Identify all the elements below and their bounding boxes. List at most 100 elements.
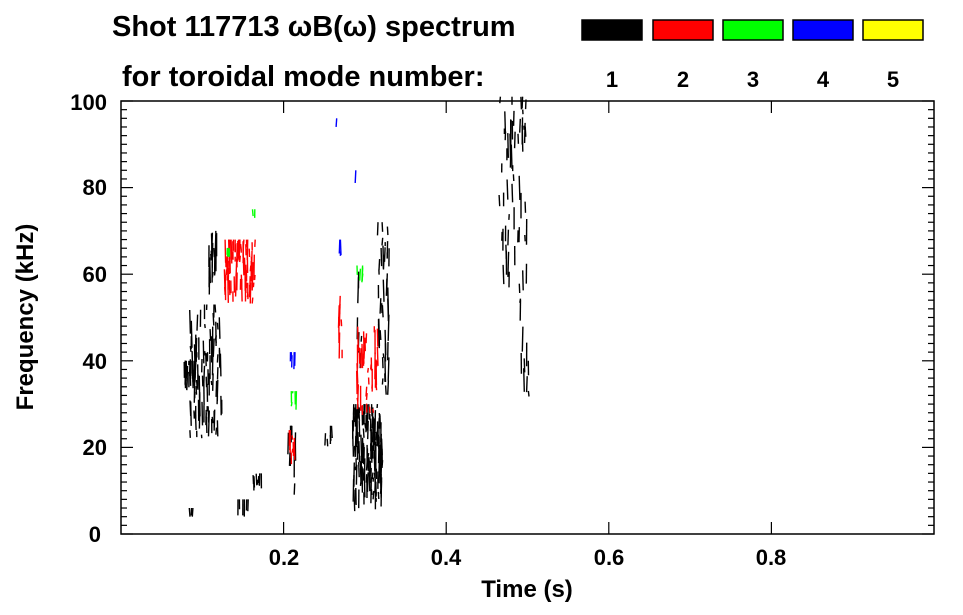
- spectral-streak-mode-1: [358, 441, 361, 463]
- spectral-streak-mode-1: [209, 329, 212, 341]
- spectral-streak-mode-1: [521, 96, 524, 109]
- spectral-streak-mode-1: [520, 96, 523, 110]
- spectral-streak-mode-2: [234, 273, 237, 297]
- spectral-streak-mode-1: [381, 378, 384, 385]
- spectral-streak-mode-1: [288, 451, 291, 466]
- spectral-streak-mode-1: [330, 425, 333, 439]
- spectral-streak-mode-1: [513, 131, 516, 149]
- plot-frame: [120, 100, 935, 535]
- spectral-streak-mode-1: [362, 428, 365, 438]
- spectral-streak-mode-1: [499, 96, 502, 104]
- spectral-streak-mode-1: [219, 353, 222, 377]
- legend: 1 2 3 4 5: [581, 19, 924, 92]
- spectral-streak-mode-1: [194, 360, 197, 375]
- spectral-streak-mode-1: [189, 346, 192, 352]
- spectral-streak-mode-1: [216, 322, 219, 330]
- spectral-streak-mode-1: [362, 468, 365, 481]
- chart-title-line2: for toroidal mode number:: [122, 61, 485, 93]
- spectral-streak-mode-1: [506, 179, 509, 200]
- spectral-streak-mode-1: [383, 247, 386, 262]
- x-tick-label-0.2: 0.2: [269, 545, 300, 570]
- legend-swatch-5: [862, 19, 924, 41]
- axis-ticks: [121, 100, 934, 535]
- spectral-streak-mode-2: [228, 280, 231, 296]
- spectral-streak-mode-2: [375, 382, 378, 391]
- spectral-streak-mode-1: [215, 337, 217, 344]
- spectral-streak-mode-2: [291, 435, 294, 440]
- spectral-streak-mode-1: [215, 427, 218, 435]
- spectral-streak-mode-1: [210, 380, 213, 386]
- legend-item-2: 2: [652, 19, 714, 92]
- spectral-streak-mode-1: [212, 338, 215, 357]
- spectral-streak-mode-1: [255, 473, 258, 486]
- spectral-streak-mode-3: [290, 401, 293, 407]
- x-tick-label-0.8: 0.8: [756, 545, 787, 570]
- spectral-streak-mode-1: [214, 304, 217, 313]
- spectral-streak-mode-1: [527, 390, 530, 397]
- spectral-streak-mode-1: [378, 447, 381, 473]
- spectral-streak-mode-2: [372, 408, 375, 413]
- spectral-streak-mode-1: [384, 357, 387, 383]
- spectral-streak-mode-1: [382, 353, 385, 358]
- spectral-streak-mode-1: [358, 462, 360, 478]
- spectral-streak-mode-2: [242, 253, 245, 276]
- spectral-streak-mode-1: [364, 423, 367, 429]
- spectral-streak-mode-1: [379, 330, 382, 341]
- spectral-streak-mode-1: [211, 271, 214, 278]
- spectral-streak-mode-1: [213, 249, 216, 276]
- spectral-streak-mode-1: [195, 379, 198, 389]
- y-tick-label-100: 100: [70, 90, 107, 115]
- spectral-streak-mode-2: [251, 297, 254, 304]
- spectral-streak-mode-2: [365, 386, 368, 397]
- spectral-streak-mode-1: [201, 401, 204, 426]
- x-tick-label-0.6: 0.6: [594, 545, 625, 570]
- y-axis-label: Frequency (kHz): [12, 224, 39, 411]
- spectral-streak-mode-4: [335, 118, 338, 127]
- spectral-streak-mode-1: [521, 326, 524, 352]
- spectral-streak-mode-1: [522, 270, 524, 291]
- spectral-streak-mode-4: [339, 239, 342, 256]
- spectral-streak-mode-1: [385, 273, 388, 296]
- spectral-streak-mode-1: [372, 490, 375, 500]
- spectral-streak-mode-1: [379, 298, 382, 314]
- legend-swatch-2: [652, 19, 714, 41]
- y-tick-label-20: 20: [83, 435, 107, 460]
- x-axis-tick-labels: 0.2 0.4 0.6 0.8: [269, 545, 787, 570]
- spectral-streak-mode-2: [356, 384, 359, 410]
- spectral-streak-mode-1: [204, 324, 206, 329]
- legend-swatch-4: [792, 19, 854, 41]
- spectral-streak-mode-1: [521, 125, 524, 152]
- legend-label-1: 1: [606, 67, 618, 92]
- x-axis-label: Time (s): [481, 576, 573, 603]
- spectral-streak-mode-4: [354, 170, 357, 184]
- spectral-streak-mode-1: [190, 401, 192, 426]
- spectral-streak-mode-1: [369, 460, 372, 477]
- spectral-streak-mode-2: [375, 360, 378, 368]
- spectral-streak-mode-1: [511, 183, 514, 203]
- x-tick-label-0.4: 0.4: [431, 545, 462, 570]
- legend-swatch-3: [722, 19, 784, 41]
- spectral-streak-mode-1: [381, 237, 384, 246]
- spectral-streak-mode-2: [376, 346, 379, 366]
- spectral-streak-mode-1: [382, 245, 385, 270]
- spectral-streak-mode-1: [378, 318, 381, 346]
- spectral-streak-mode-1: [504, 111, 507, 134]
- spectral-streak-mode-2: [362, 331, 365, 354]
- spectral-streak-mode-1: [371, 472, 374, 480]
- legend-item-1: 1: [581, 19, 643, 92]
- spectral-streak-mode-1: [186, 377, 188, 390]
- spectral-streak-mode-1: [523, 368, 525, 392]
- spectral-streak-mode-1: [210, 233, 213, 260]
- spectral-streak-mode-2: [367, 367, 369, 373]
- spectral-streak-mode-1: [293, 483, 296, 495]
- spectral-streak-mode-2: [224, 286, 227, 295]
- spectral-streak-mode-1: [384, 385, 387, 395]
- spectral-streak-mode-1: [387, 357, 390, 381]
- spectral-streak-mode-4: [338, 239, 341, 254]
- spectral-streak-mode-2: [224, 239, 227, 263]
- y-tick-label-40: 40: [83, 349, 107, 374]
- legend-item-5: 5: [862, 19, 924, 92]
- spectral-streak-mode-1: [203, 365, 206, 384]
- y-tick-label-80: 80: [83, 175, 107, 200]
